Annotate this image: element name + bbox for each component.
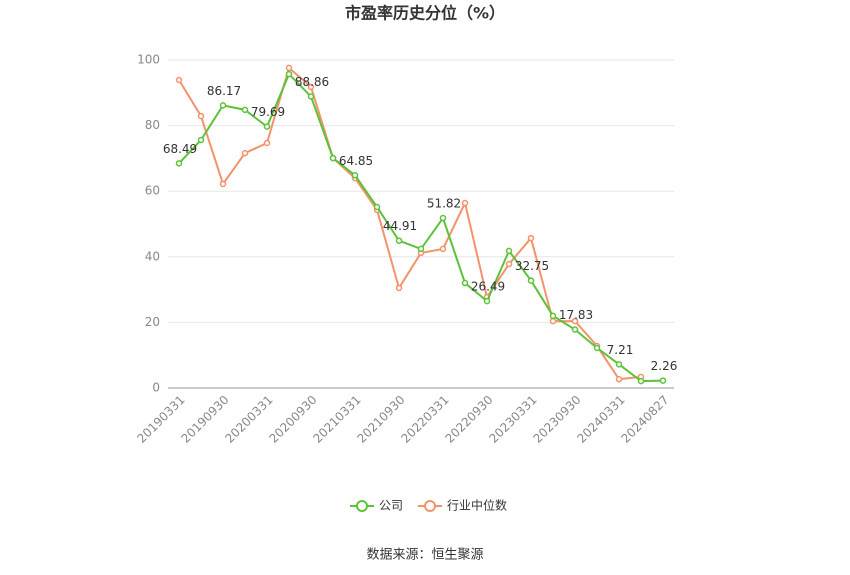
data-label: 7.21 [607,343,634,357]
point [659,377,667,384]
point [329,154,337,162]
point [571,317,579,325]
point [461,279,469,287]
series-line [178,66,642,381]
point [461,199,469,207]
point [439,214,447,222]
point [439,245,447,253]
point [527,234,535,242]
point [241,106,249,114]
point [351,172,359,179]
data-label: 51.82 [427,197,461,211]
point [285,64,293,72]
data-label: 88.86 [295,75,329,89]
point [549,317,557,325]
y-tick-label: 100 [137,53,160,67]
y-tick-label: 20 [145,315,160,329]
point [175,160,183,167]
point [307,83,315,91]
point [395,237,403,244]
point [307,93,315,100]
point [241,149,249,157]
y-tick-label: 60 [145,184,160,198]
point [175,76,183,84]
x-tick-label: 20240827 [619,393,672,446]
data-label: 79.69 [251,105,285,119]
point [615,375,623,383]
point [395,284,403,292]
data-label: 44.91 [383,219,417,233]
data-label: 32.75 [515,259,549,273]
series-line [178,72,664,383]
point [285,70,293,78]
y-tick-label: 80 [145,118,160,132]
legend-label: 公司 [379,499,403,513]
point [417,245,425,253]
data-label: 86.17 [207,84,241,98]
y-tick-label: 0 [152,381,160,395]
legend-marker [424,500,436,512]
point [197,112,205,120]
point [263,139,271,147]
point [197,136,205,144]
data-label: 26.49 [471,280,505,294]
legend-marker [356,500,368,512]
point [263,123,271,130]
data-label: 2.26 [651,359,678,373]
point [505,247,513,255]
point [483,297,491,305]
data-label: 68.49 [163,142,197,156]
point [637,377,645,385]
data-label: 64.85 [339,154,373,168]
legend-label: 行业中位数 [447,498,507,513]
y-tick-label: 40 [145,249,160,263]
point [615,361,623,368]
point [549,312,557,320]
point [571,326,579,333]
point [505,260,513,268]
point [219,102,227,109]
point [593,344,601,352]
point [373,203,381,211]
point [219,180,227,188]
point [527,277,535,284]
source: 数据来源：恒生聚源 [366,548,483,563]
chart-title: 市盈率历史分位（%） [345,4,505,23]
data-label: 17.83 [559,308,593,322]
